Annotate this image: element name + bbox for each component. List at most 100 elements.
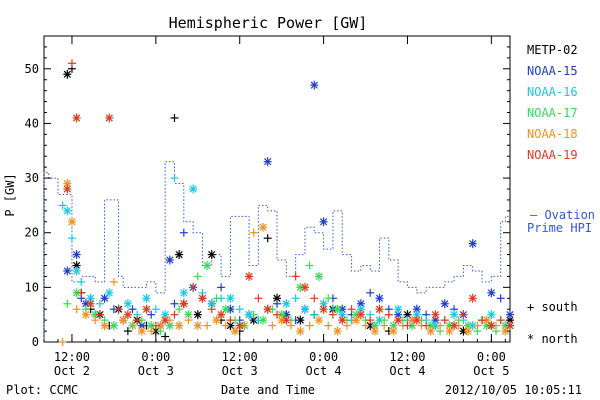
south-marker-noaa-19 [328,310,337,319]
north-marker-noaa-17 [333,304,342,314]
north-marker-noaa-19 [338,315,347,325]
marker-stroke [161,316,169,324]
marker-stroke [278,311,286,319]
marker-stroke [194,321,202,330]
y-tick-label: 30 [25,171,39,185]
y-tick-label: 0 [32,335,39,349]
marker-stroke [338,316,346,324]
chart-title: Hemispheric Power [GW] [169,14,368,32]
north-marker-metp-02 [296,315,305,325]
south-marker-noaa-16 [235,305,244,314]
south-marker-noaa-19 [366,316,375,325]
north-marker-metp-02 [207,250,216,260]
x-tick-label-date: Oct 2 [54,364,90,378]
north-marker-noaa-18 [426,326,435,336]
north-marker-noaa-16 [189,184,198,194]
south-marker-noaa-15 [217,283,226,292]
south-marker-noaa-18 [436,321,445,330]
north-marker-noaa-18 [100,321,109,331]
marker-stroke [72,261,81,270]
south-marker-noaa-18 [342,321,351,330]
marker-stroke [427,321,435,330]
north-marker-noaa-18 [119,315,128,325]
marker-stroke [301,283,309,291]
marker-stroke [464,321,472,330]
north-marker-noaa-15 [310,80,319,90]
y-tick-label: 50 [25,62,39,76]
north-marker-noaa-19 [506,321,514,331]
marker-stroke [394,311,402,319]
data-points-layer [58,59,514,346]
south-marker-noaa-18 [305,321,314,330]
south-marker-noaa-15 [170,299,179,308]
south-marker-noaa-16 [77,277,86,286]
marker-stroke [91,311,99,319]
marker-stroke [138,327,146,335]
marker-stroke [72,289,81,297]
marker-stroke [375,305,384,313]
north-marker-noaa-19 [450,321,459,331]
north-marker-noaa-18 [389,326,398,336]
marker-stroke [124,311,132,319]
north-marker-noaa-16 [245,310,254,320]
south-marker-noaa-18 [184,316,193,325]
marker-stroke [226,321,235,330]
y-axis-label: P [GW] [3,173,17,216]
marker-stroke [394,316,402,324]
north-marker-noaa-19 [72,113,81,123]
x-tick-label-time: 12:00 [54,350,90,364]
marker-stroke [333,305,342,313]
south-marker-noaa-16 [310,310,319,319]
north-marker-noaa-16 [63,206,72,216]
x-tick-label-date: Oct 3 [222,364,258,378]
marker-stroke [441,300,449,308]
north-marker-noaa-19 [468,293,477,303]
north-marker-noaa-15 [63,266,72,276]
north-marker-noaa-15 [319,217,328,227]
marker-stroke [105,114,113,122]
south-marker-noaa-19 [133,316,142,325]
marker-stroke [431,311,440,319]
north-marker-noaa-16 [282,299,291,309]
north-marker-noaa-19 [198,293,207,303]
marker-stroke [175,321,183,330]
marker-stroke [175,250,183,259]
marker-stroke [208,250,216,259]
marker-stroke [371,321,379,330]
marker-stroke [273,294,281,302]
south-marker-noaa-16 [291,294,300,303]
north-marker-noaa-18 [193,321,202,331]
north-marker-noaa-19 [105,113,114,123]
north-marker-noaa-18 [81,310,90,320]
south-marker-noaa-18 [380,321,389,330]
marker-stroke [464,327,472,335]
marker-stroke [333,327,342,335]
marker-stroke [208,300,216,308]
marker-stroke [427,327,435,335]
marker-stroke [180,300,188,308]
north-marker-noaa-16 [300,304,309,314]
south-marker-noaa-18 [128,321,137,330]
south-marker-noaa-15 [147,310,156,319]
marker-stroke [450,321,458,330]
marker-stroke [487,321,495,330]
legend-marker-south: + south [527,300,578,314]
south-marker-noaa-18 [109,277,118,286]
marker-stroke [296,327,304,335]
marker-stroke [389,327,398,335]
marker-stroke [315,272,323,281]
south-marker-noaa-15 [179,228,188,237]
legend-item-noaa-15: NOAA-15 [527,64,578,78]
south-marker-noaa-17 [193,272,202,281]
south-marker-noaa-16 [58,201,67,210]
north-marker-noaa-16 [161,310,170,320]
marker-stroke [217,311,225,319]
marker-stroke [189,185,197,193]
north-marker-noaa-19 [487,321,496,331]
marker-stroke [124,300,132,308]
marker-stroke [147,321,155,330]
north-marker-noaa-19 [356,310,365,320]
south-marker-metp-02 [161,332,170,341]
north-marker-noaa-18 [445,326,454,336]
